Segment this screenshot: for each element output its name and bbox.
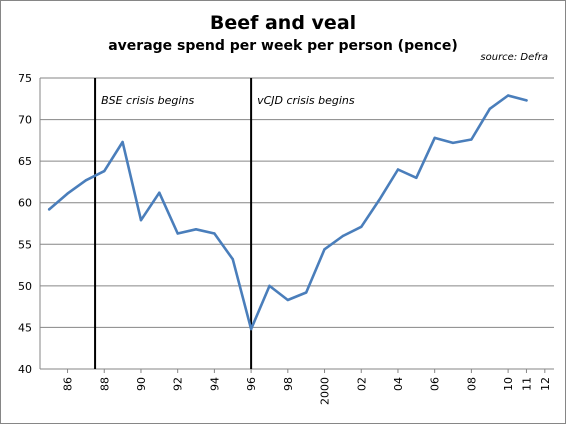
data-point xyxy=(194,228,198,231)
chart-title: Beef and veal xyxy=(209,12,357,34)
y-tick-label: 65 xyxy=(18,155,32,168)
x-tick-label: 90 xyxy=(135,377,148,391)
x-tick-label: 12 xyxy=(539,377,552,391)
data-point xyxy=(103,169,106,173)
data-point xyxy=(121,140,124,144)
data-point xyxy=(268,284,271,288)
data-point xyxy=(249,327,253,331)
data-point xyxy=(433,136,436,140)
data-point xyxy=(158,191,161,194)
data-point xyxy=(341,234,345,238)
data-point xyxy=(396,168,400,171)
data-point xyxy=(176,232,179,235)
data-point xyxy=(360,225,363,229)
data-point xyxy=(139,218,143,222)
annotation-label: vCJD crisis begins xyxy=(257,94,355,107)
x-tick-label: 08 xyxy=(465,377,478,391)
y-tick-label: 45 xyxy=(18,321,32,334)
chart-subtitle: average spend per week per person (pence… xyxy=(108,38,458,54)
annotation-label: BSE crisis begins xyxy=(101,94,194,107)
data-point xyxy=(84,179,88,182)
series-line xyxy=(47,94,528,331)
x-tick-label: 11 xyxy=(520,377,533,391)
x-tick-label: 96 xyxy=(245,377,258,391)
y-tick-label: 60 xyxy=(18,197,32,210)
data-point xyxy=(525,99,528,102)
x-tick-label: 02 xyxy=(355,377,368,391)
chart-source: source: Defra xyxy=(480,52,548,63)
x-tick-label: 86 xyxy=(62,377,75,391)
data-point xyxy=(488,107,491,110)
data-point xyxy=(323,248,326,251)
y-tick-label: 50 xyxy=(18,280,32,293)
data-point xyxy=(304,291,308,294)
data-point xyxy=(213,232,216,235)
x-tick-label: 04 xyxy=(392,377,405,391)
data-point xyxy=(47,208,51,211)
data-point xyxy=(66,192,69,195)
data-point xyxy=(506,94,510,97)
y-tick-label: 70 xyxy=(18,114,32,127)
x-tick-label: 2000 xyxy=(319,377,332,405)
x-tick-label: 06 xyxy=(429,377,442,391)
y-tick-label: 75 xyxy=(18,72,32,85)
data-point xyxy=(451,141,455,145)
data-point xyxy=(378,198,381,201)
data-point xyxy=(470,138,473,141)
x-tick-label: 92 xyxy=(172,377,185,391)
x-tick-label: 88 xyxy=(98,377,111,391)
x-tick-label: 10 xyxy=(502,377,515,391)
y-tick-label: 40 xyxy=(18,363,32,376)
data-point xyxy=(231,258,234,261)
data-point xyxy=(286,298,290,302)
y-tick-label: 55 xyxy=(18,238,32,251)
x-tick-label: 98 xyxy=(282,377,295,391)
data-point xyxy=(415,176,418,179)
x-tick-label: 94 xyxy=(208,377,221,391)
